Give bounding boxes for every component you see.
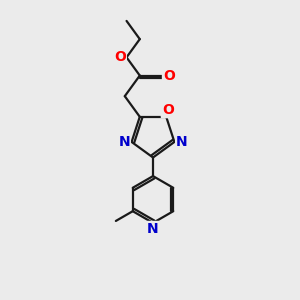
- Text: O: O: [163, 68, 175, 83]
- Text: N: N: [118, 135, 130, 149]
- Text: O: O: [114, 50, 126, 64]
- Text: N: N: [176, 135, 188, 149]
- Text: O: O: [162, 103, 174, 117]
- Text: N: N: [147, 222, 159, 236]
